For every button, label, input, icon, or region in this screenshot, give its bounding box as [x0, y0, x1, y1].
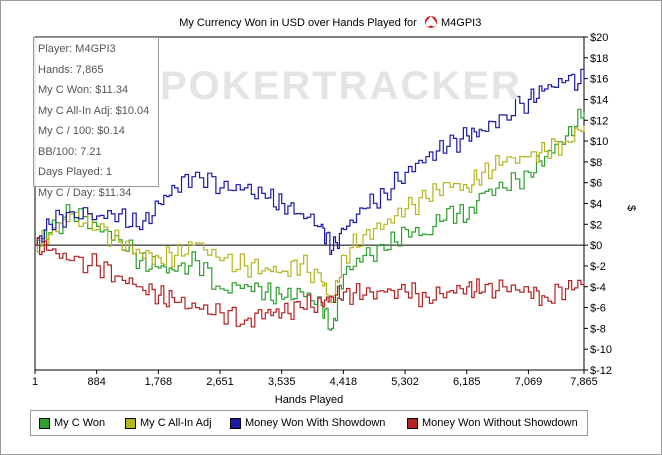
legend-label: Money Won With Showdown: [245, 417, 386, 429]
y-tick-label: $-2: [590, 261, 606, 273]
x-tick-label: 6,185: [453, 376, 481, 388]
legend-label: My C All-In Adj: [140, 417, 212, 429]
legend-swatch: [39, 417, 50, 429]
y-tick-label: $6: [590, 178, 602, 190]
chart-legend: My C Won My C All-In Adj Money Won With …: [30, 410, 588, 436]
legend-label: My C Won: [54, 417, 106, 429]
chart-title-player: M4GPI3: [441, 17, 481, 29]
legend-label: Money Won Without Showdown: [422, 417, 578, 429]
stat-per-day: My C / Day: $11.34: [38, 186, 132, 199]
x-tick-label: 1: [32, 376, 38, 388]
y-axis-label: $: [625, 205, 637, 211]
stat-player: Player: M4GPI3: [38, 43, 116, 55]
y-tick-label: $10: [590, 136, 608, 148]
legend-item-all-in-adj: My C All-In Adj: [125, 417, 212, 429]
stat-won: My C Won: $11.34: [38, 84, 129, 96]
x-tick-label: 2,651: [206, 376, 234, 388]
x-axis-label: Hands Played: [275, 394, 344, 406]
stat-hands: Hands: 7,865: [38, 63, 104, 76]
legend-item-with-showdown: Money Won With Showdown: [230, 417, 385, 429]
legend-swatch: [125, 417, 136, 429]
x-tick-label: 5,302: [391, 376, 419, 388]
y-tick-label: $8: [590, 157, 602, 169]
stat-days-played: Days Played: 1: [38, 166, 112, 178]
stat-per-100: My C / 100: $0.14: [38, 125, 125, 137]
x-tick-label: 4,418: [330, 376, 358, 388]
x-tick-label: 1,768: [145, 376, 173, 388]
y-tick-label: $4: [590, 199, 602, 211]
plot-area: 1 884 1,768 2,651 3,535 4,418 5,302 6,185 7,069 7…: [32, 32, 612, 388]
legend-swatch: [230, 417, 241, 429]
y-tick-label: $-4: [590, 282, 606, 294]
x-tick-label: 3,535: [268, 376, 296, 388]
chart-title: My Currency Won in USD over Hands Played…: [179, 17, 417, 29]
y-tick-label: $14: [590, 94, 608, 106]
y-tick-label: $-6: [590, 303, 606, 315]
x-tick-label: 7,069: [515, 376, 543, 388]
y-tick-label: $0: [590, 240, 602, 252]
y-tick-label: $-8: [590, 323, 606, 335]
series-line-3: [35, 237, 585, 328]
stats-box: Player: M4GPI3 Hands: 7,865 My C Won: $1…: [33, 37, 159, 199]
y-tick-label: $18: [590, 53, 608, 65]
pokerstars-spade-icon: [425, 16, 437, 28]
legend-item-without-showdown: Money Won Without Showdown: [407, 417, 578, 429]
legend-swatch: [407, 417, 418, 429]
y-tick-label: $20: [590, 32, 608, 44]
stat-allin-adj: My C All-In Adj: $10.04: [38, 104, 150, 117]
x-tick-label: 884: [87, 376, 105, 388]
y-tick-label: $-12: [590, 365, 612, 377]
legend-item-my-c-won: My C Won: [39, 417, 105, 429]
y-tick-label: $12: [590, 115, 608, 127]
series-line-2: [35, 68, 585, 255]
x-tick-label: 7,865: [570, 376, 598, 388]
y-tick-label: $16: [590, 74, 608, 86]
series-line-1: [35, 125, 585, 303]
y-tick-label: $-10: [590, 344, 612, 356]
y-tick-label: $2: [590, 219, 602, 231]
stat-bb-100: BB/100: 7.21: [38, 145, 102, 158]
pokertracker-watermark: POKERTRACKER: [160, 64, 522, 108]
